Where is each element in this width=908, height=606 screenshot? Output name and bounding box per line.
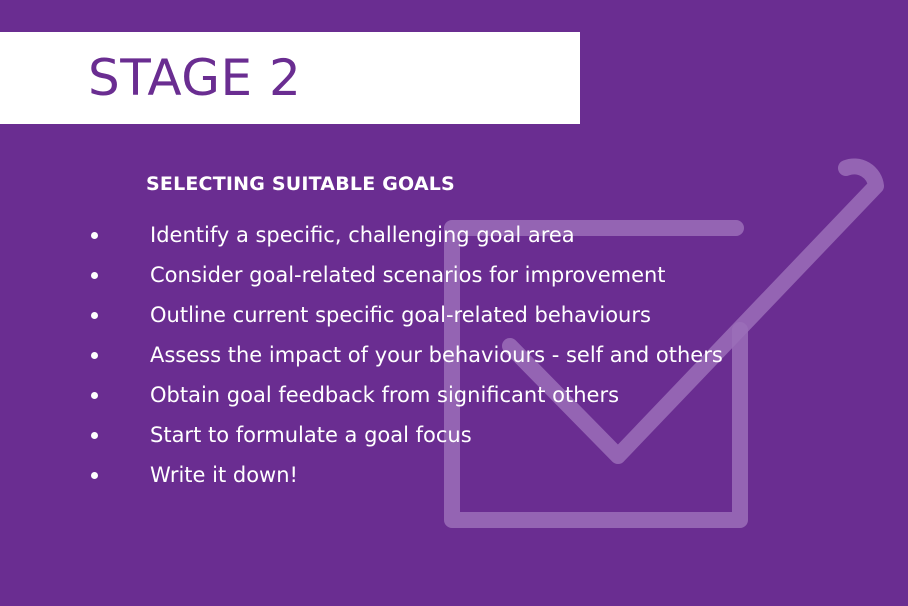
list-item: Obtain goal feedback from significant ot… xyxy=(0,379,908,419)
bullet-icon xyxy=(91,432,98,439)
bullet-icon xyxy=(91,352,98,359)
stage-banner: STAGE 2 xyxy=(0,32,580,124)
list-item: Outline current specific goal-related be… xyxy=(0,299,908,339)
list-item-text: Start to formulate a goal focus xyxy=(150,423,472,447)
list-item-text: Identify a specific, challenging goal ar… xyxy=(150,223,575,247)
list-item-text: Outline current specific goal-related be… xyxy=(150,303,651,327)
list-item-text: Assess the impact of your behaviours - s… xyxy=(150,343,723,367)
list-item-text: Consider goal-related scenarios for impr… xyxy=(150,263,666,287)
list-item-text: Obtain goal feedback from significant ot… xyxy=(150,383,620,407)
bullet-icon xyxy=(91,272,98,279)
list-item-text: Write it down! xyxy=(150,463,298,487)
stage-title: STAGE 2 xyxy=(88,49,302,107)
goal-list: Identify a specific, challenging goal ar… xyxy=(0,219,908,499)
list-item: Start to formulate a goal focus xyxy=(0,419,908,459)
list-item: Identify a specific, challenging goal ar… xyxy=(0,219,908,259)
bullet-icon xyxy=(91,392,98,399)
section-heading: SELECTING SUITABLE GOALS xyxy=(146,173,455,195)
bullet-icon xyxy=(91,472,98,479)
list-item: Consider goal-related scenarios for impr… xyxy=(0,259,908,299)
bullet-icon xyxy=(91,312,98,319)
bullet-icon xyxy=(91,232,98,239)
list-item: Assess the impact of your behaviours - s… xyxy=(0,339,908,379)
list-item: Write it down! xyxy=(0,459,908,499)
